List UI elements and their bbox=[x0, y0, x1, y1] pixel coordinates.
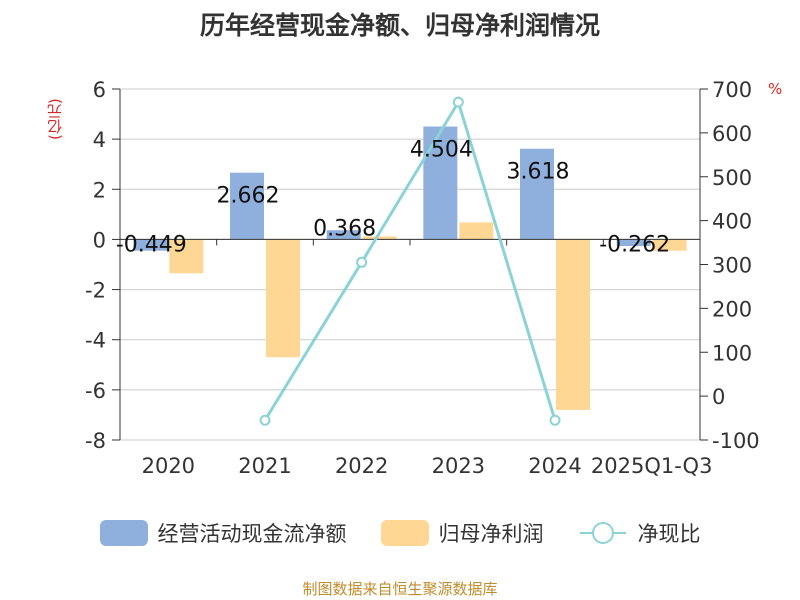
bars bbox=[133, 126, 687, 410]
cash-bar bbox=[133, 239, 168, 251]
axes bbox=[112, 88, 708, 441]
chart-title: 历年经营现金净额、归母净利润情况 bbox=[199, 11, 600, 40]
profit-bar bbox=[169, 239, 204, 274]
left-tick-label: 4 bbox=[93, 128, 106, 152]
right-tick-label: 200 bbox=[712, 297, 752, 321]
right-tick-label: 700 bbox=[712, 78, 752, 102]
tick-labels: -8 -6 -4 -2 0 2 4 6 -100 0 100 200 300 400 500 600 700 20… bbox=[85, 78, 760, 478]
left-tick-label: -8 bbox=[85, 429, 106, 453]
category-label: 2022 bbox=[335, 454, 388, 478]
cash-data-label: -0.449 bbox=[116, 232, 187, 257]
source-note: 制图数据来自恒生聚源数据库 bbox=[302, 580, 498, 598]
category-label: 2025Q1-Q3 bbox=[591, 454, 713, 478]
category-label: 2020 bbox=[142, 454, 195, 478]
data-labels: -0.449 2.662 0.368 4.504 3.618 -0.262 bbox=[116, 138, 670, 258]
cash-data-label: 3.618 bbox=[507, 160, 570, 185]
right-tick-label: 0 bbox=[712, 385, 725, 409]
profit-bar bbox=[459, 222, 494, 240]
cash-data-label: 0.368 bbox=[313, 216, 376, 241]
legend-swatch-profit bbox=[380, 520, 429, 546]
cash-data-label: -0.262 bbox=[599, 232, 670, 257]
legend-label-profit: 归母净利润 bbox=[438, 522, 544, 546]
left-tick-label: -2 bbox=[85, 279, 106, 303]
ratio-point bbox=[452, 96, 464, 108]
cash-bar bbox=[423, 126, 458, 240]
cash-data-label: 2.662 bbox=[217, 184, 280, 209]
left-tick-label: -6 bbox=[85, 379, 106, 403]
right-axis-unit: % bbox=[768, 80, 783, 98]
profit-bar bbox=[652, 239, 687, 251]
legend-swatch-ratio bbox=[579, 522, 626, 544]
left-tick-label: -4 bbox=[85, 329, 106, 353]
legend-item-ratio[interactable]: 净现比 bbox=[578, 518, 701, 548]
profit-bar bbox=[556, 239, 590, 410]
legend-item-cash[interactable]: 经营活动现金流净额 bbox=[99, 518, 347, 548]
profit-bar bbox=[266, 239, 300, 358]
right-tick-label: -100 bbox=[712, 429, 760, 453]
category-label: 2024 bbox=[528, 454, 581, 478]
category-label: 2023 bbox=[432, 454, 485, 478]
legend-item-profit[interactable]: 归母净利润 bbox=[380, 518, 544, 548]
cash-data-label: 4.504 bbox=[410, 138, 473, 163]
category-label: 2021 bbox=[238, 454, 291, 478]
legend-swatch-cash bbox=[99, 520, 148, 546]
right-tick-label: 300 bbox=[712, 254, 752, 278]
ratio-point bbox=[259, 414, 271, 426]
right-tick-label: 100 bbox=[712, 341, 752, 365]
cash-bar bbox=[616, 239, 651, 246]
cash-bar bbox=[326, 230, 361, 240]
legend-label-ratio: 净现比 bbox=[637, 522, 701, 546]
right-tick-label: 500 bbox=[712, 166, 752, 190]
ratio-series-line bbox=[263, 98, 557, 422]
left-tick-label: 6 bbox=[93, 78, 106, 102]
ratio-line bbox=[259, 96, 561, 426]
legend: 经营活动现金流净额 归母净利润 净现比 bbox=[0, 518, 800, 548]
ratio-point bbox=[356, 256, 368, 268]
profit-bar bbox=[362, 236, 397, 240]
left-tick-label: 2 bbox=[93, 178, 106, 202]
ratio-point bbox=[549, 414, 561, 426]
cash-bar bbox=[520, 148, 554, 240]
right-tick-label: 400 bbox=[712, 210, 752, 234]
cash-bar bbox=[230, 172, 264, 240]
left-tick-label: 0 bbox=[93, 228, 106, 252]
right-tick-label: 600 bbox=[712, 122, 752, 146]
legend-label-cash: 经营活动现金流净额 bbox=[157, 522, 347, 546]
